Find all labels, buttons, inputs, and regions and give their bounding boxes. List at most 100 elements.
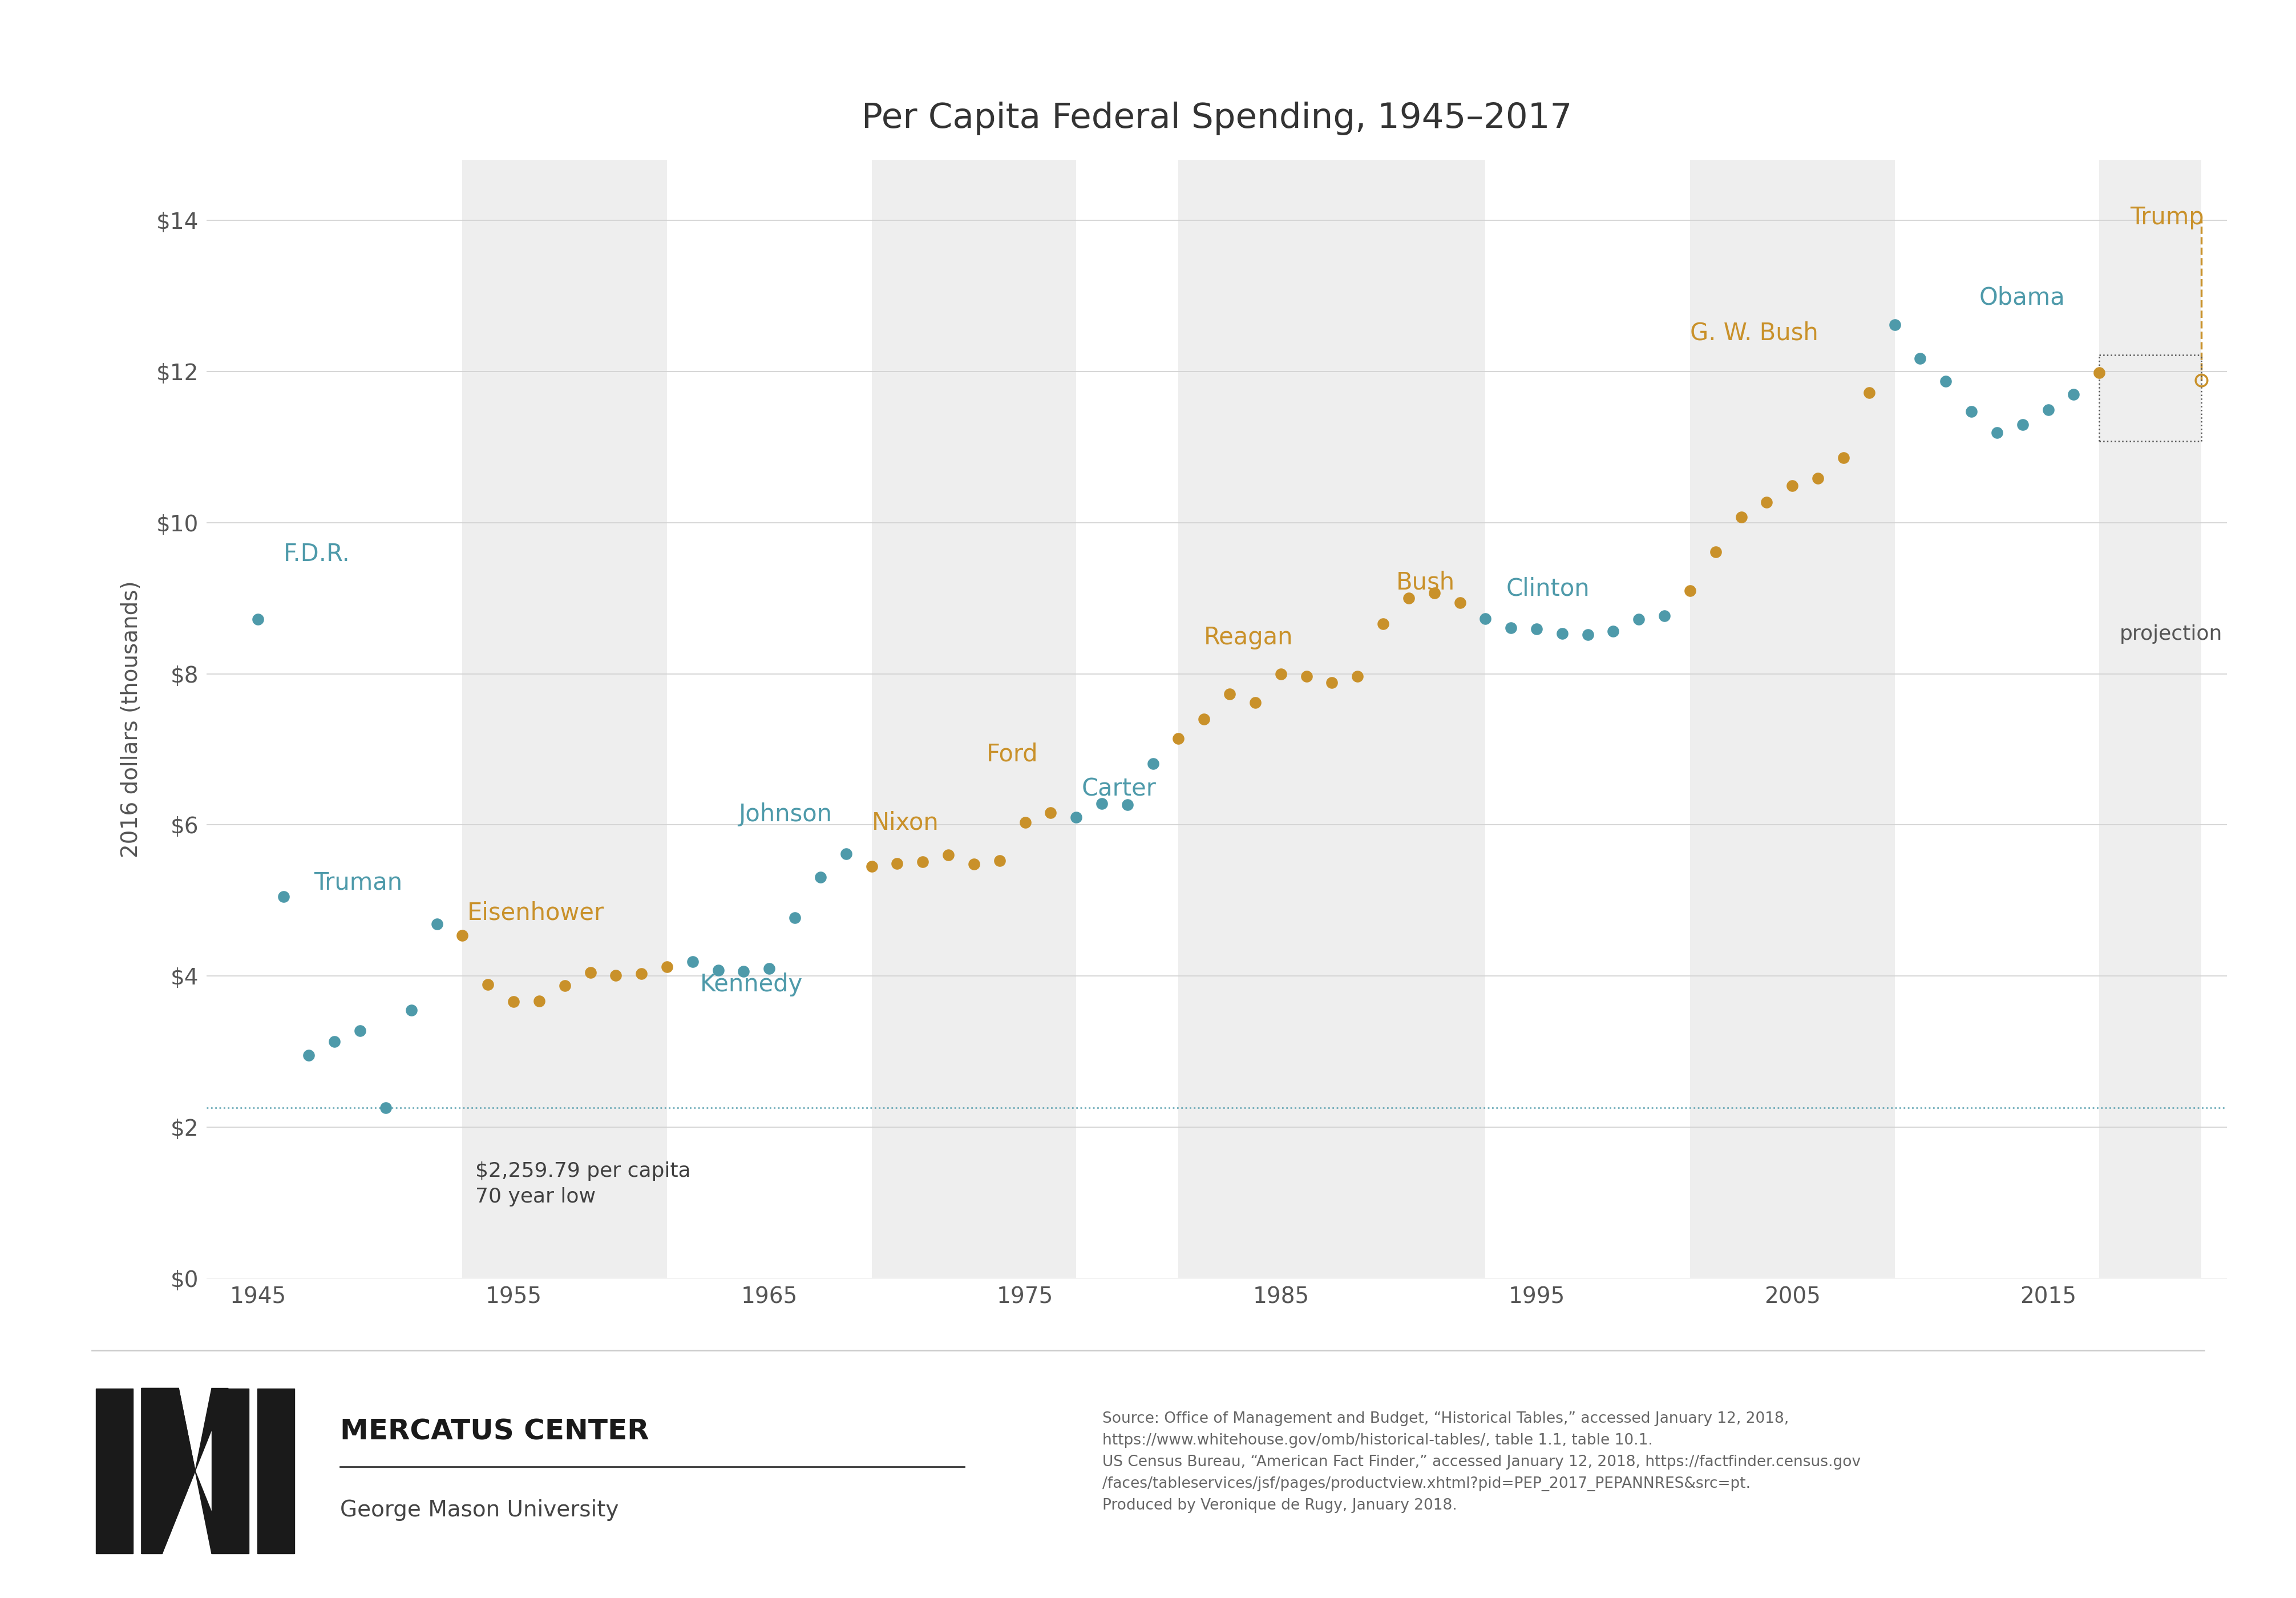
Point <box>700 957 737 983</box>
Point <box>572 959 608 984</box>
Point <box>2004 412 2041 438</box>
Point <box>801 865 838 890</box>
Point <box>546 973 583 999</box>
Text: Nixon: Nixon <box>872 810 939 834</box>
Point <box>622 960 659 986</box>
Text: Source: Office of Management and Budget, “Historical Tables,” accessed January 1: Source: Office of Management and Budget,… <box>1102 1411 1860 1513</box>
Point <box>854 853 891 879</box>
Point <box>1212 681 1249 706</box>
Point <box>1979 420 2016 446</box>
Point <box>879 850 916 876</box>
Text: Bush: Bush <box>1396 570 1456 594</box>
Point <box>1747 489 1784 515</box>
Point <box>239 607 276 633</box>
Point <box>1646 602 1683 628</box>
Text: Trump: Trump <box>2131 206 2204 230</box>
Text: Reagan: Reagan <box>1203 625 1293 649</box>
Point <box>1263 662 1300 687</box>
Point <box>1159 725 1196 751</box>
Polygon shape <box>195 1470 248 1553</box>
Point <box>317 1029 354 1055</box>
Point <box>1800 465 1837 491</box>
Point <box>1238 690 1274 716</box>
Point <box>1543 622 1580 647</box>
Text: Carter: Carter <box>1081 777 1155 801</box>
Text: F.D.R.: F.D.R. <box>282 542 349 566</box>
Polygon shape <box>195 1389 227 1470</box>
Text: George Mason University: George Mason University <box>340 1499 618 1521</box>
Point <box>1058 804 1095 829</box>
Point <box>471 972 507 997</box>
Point <box>1006 810 1042 836</box>
Point <box>1876 312 1913 337</box>
Point <box>2030 398 2066 423</box>
Text: Kennedy: Kennedy <box>700 973 804 997</box>
Text: MERCATUS CENTER: MERCATUS CENTER <box>340 1417 650 1446</box>
Text: projection: projection <box>2119 625 2223 644</box>
Point <box>1518 617 1554 642</box>
Point <box>1697 539 1733 564</box>
Point <box>776 904 813 930</box>
Point <box>418 911 455 936</box>
Bar <box>872 160 1077 1278</box>
Point <box>751 956 788 981</box>
Text: Truman: Truman <box>315 871 402 895</box>
Point <box>1671 578 1708 604</box>
Point <box>1621 607 1658 633</box>
Point <box>1033 801 1070 826</box>
Point <box>827 841 863 866</box>
Polygon shape <box>142 1470 195 1553</box>
Point <box>443 922 480 948</box>
Bar <box>2099 160 2202 1278</box>
Text: Johnson: Johnson <box>739 802 831 826</box>
Text: G. W. Bush: G. W. Bush <box>1690 321 1818 345</box>
Point <box>955 852 992 877</box>
Text: Eisenhower: Eisenhower <box>468 901 604 925</box>
Point <box>1313 670 1350 695</box>
Text: Ford: Ford <box>987 741 1038 765</box>
Polygon shape <box>142 1389 163 1553</box>
Point <box>597 962 634 988</box>
Point <box>1722 505 1759 531</box>
Point <box>1926 369 1963 395</box>
Point <box>393 997 429 1023</box>
Bar <box>1690 160 1894 1278</box>
Bar <box>1178 160 1486 1278</box>
Polygon shape <box>142 1389 195 1553</box>
Point <box>1364 610 1401 636</box>
Point <box>1442 590 1479 615</box>
Point <box>1109 791 1146 817</box>
Point <box>1084 791 1120 817</box>
Point <box>292 1042 328 1067</box>
Point <box>1570 622 1607 647</box>
Text: Obama: Obama <box>1979 286 2064 310</box>
Point <box>342 1018 379 1043</box>
Point <box>1492 615 1529 641</box>
Polygon shape <box>257 1389 294 1553</box>
Point <box>905 849 941 874</box>
Point <box>2055 382 2092 407</box>
Point <box>1288 663 1325 689</box>
Point <box>2183 368 2220 393</box>
Point <box>2080 360 2117 385</box>
Text: $2,259.79 per capita
70 year low: $2,259.79 per capita 70 year low <box>475 1162 691 1206</box>
Title: Per Capita Federal Spending, 1945–2017: Per Capita Federal Spending, 1945–2017 <box>861 102 1573 136</box>
Point <box>1901 345 1938 371</box>
Point <box>1134 751 1171 777</box>
Point <box>980 847 1017 873</box>
Point <box>367 1095 404 1120</box>
Polygon shape <box>142 1389 195 1470</box>
Text: Clinton: Clinton <box>1506 577 1589 601</box>
Point <box>1954 400 1991 425</box>
Point <box>726 959 762 984</box>
Point <box>1596 618 1632 644</box>
Point <box>1391 585 1428 610</box>
Point <box>1185 706 1221 732</box>
Point <box>496 989 533 1015</box>
Point <box>675 949 712 975</box>
Polygon shape <box>211 1389 248 1553</box>
Point <box>1775 473 1812 499</box>
Point <box>650 954 687 980</box>
Point <box>264 884 301 909</box>
Polygon shape <box>96 1389 133 1553</box>
